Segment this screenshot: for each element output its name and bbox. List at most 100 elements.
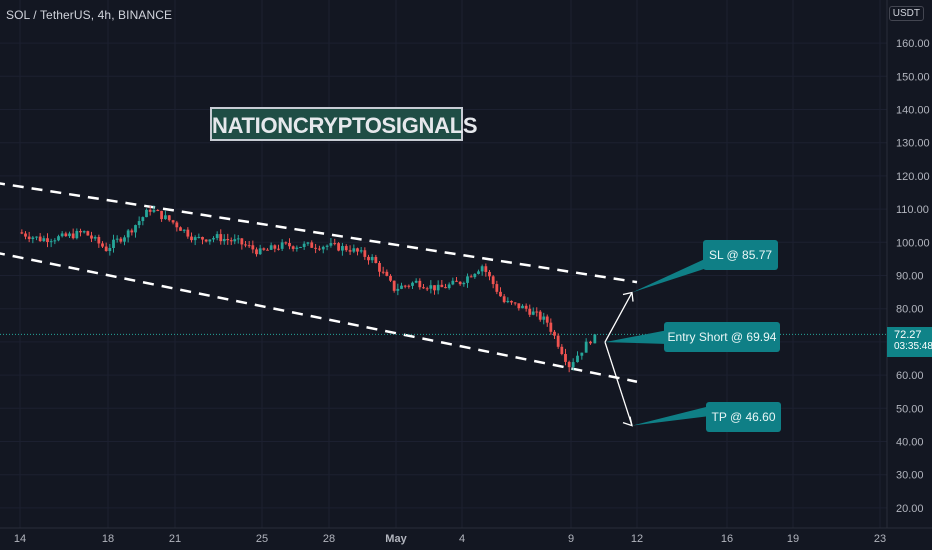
tp-callout[interactable]: TP @ 46.60 [706,402,781,432]
candle-down [244,244,247,246]
candle-up [208,239,212,242]
sl-callout[interactable]: SL @ 85.77 [703,240,778,270]
candle-up [123,237,126,242]
candle-up [477,271,480,274]
candle-up [480,266,484,272]
candle-down [101,243,104,247]
candle-down [97,237,101,244]
candle-down [433,285,436,291]
y-tick-label: 140.00 [896,105,930,117]
x-tick-label: 21 [169,533,181,545]
candle-down [179,227,182,231]
y-tick-label: 90.00 [896,271,924,283]
candle-up [280,242,284,249]
candle-up [193,237,197,241]
candle-up [258,248,262,255]
projection-arrows [604,291,634,427]
candle-up [325,245,329,247]
arrow-to-tp [604,341,633,426]
y-tick-label: 60.00 [896,370,924,382]
y-tick-label: 20.00 [896,503,924,515]
candle-down [589,341,592,344]
symbol-title[interactable]: SOL / TetherUS, 4h, BINANCE [6,8,173,22]
candle-down [403,285,407,287]
candle-up [269,245,273,250]
candle-up [68,233,71,237]
y-tick-label: 130.00 [896,138,930,150]
candle-down [425,288,429,290]
candle-down [219,234,223,242]
candle-down [440,284,444,288]
x-tick-label: 14 [14,533,26,545]
x-tick-label: 23 [874,533,886,545]
candle-down [266,249,269,251]
price-axis: 160.00 150.00 140.00 130.00 120.00 110.00 100.… [886,0,930,528]
candle-down [64,233,68,237]
candle-up [462,282,466,285]
x-tick-label: May [385,533,407,545]
candle-down [314,247,317,249]
candle-down [38,236,42,242]
entry-callout-pointer [605,330,668,344]
entry-callout[interactable]: Entry Short @ 69.94 [664,322,780,352]
candle-down [277,248,280,250]
candle-up [53,240,57,242]
trend-channel [0,182,638,383]
sl-callout-pointer [632,258,707,293]
candle-down [190,236,193,241]
candle-down [247,245,251,247]
candle-down [318,248,321,250]
candle-up [451,280,455,285]
candle-down [407,285,411,287]
candle-down [538,311,542,320]
candle-up [137,221,141,226]
x-tick-label: 12 [631,533,643,545]
candle-down [553,331,556,336]
y-tick-label: 40.00 [896,437,924,449]
candle-down [502,296,506,303]
candle-up [112,239,115,249]
candle-up [108,248,112,252]
candle-up [352,248,356,252]
y-tick-label: 160.00 [896,38,930,50]
candle-up [49,241,53,243]
candle-up [233,239,237,242]
candle-up [306,242,310,244]
candle-up [436,284,440,291]
candle-down [186,229,190,237]
candle-up [321,246,325,250]
y-tick-label: 150.00 [896,71,930,83]
candle-down [71,233,75,239]
candle-down [484,266,488,272]
candle-up [329,243,333,246]
candle-down [46,238,49,243]
candle-down [291,246,295,249]
channel-line-lower [0,252,638,383]
candle-up [93,237,97,239]
candle-down [348,250,352,252]
candle-up [542,316,546,320]
candle-up [42,238,46,242]
candle-down [560,346,564,355]
candle-up [295,247,299,249]
candle-up [145,209,148,218]
candle-down [469,276,473,278]
y-tick-label: 80.00 [896,304,924,316]
candle-up [222,238,226,242]
candle-up [466,276,469,283]
candle-down [344,246,348,251]
candle-up [580,352,584,356]
candle-up [134,225,137,233]
candle-down [513,302,517,304]
candle-down [160,210,163,220]
candle-down [381,271,385,273]
candle-down [418,280,422,288]
currency-badge[interactable]: USDT [888,6,924,21]
candle-down [549,322,553,332]
candle-down [556,335,560,347]
last-price-value: 72.27 [894,329,922,341]
candle-up [215,234,219,239]
candle-down [367,256,370,261]
candle-up [82,231,86,233]
